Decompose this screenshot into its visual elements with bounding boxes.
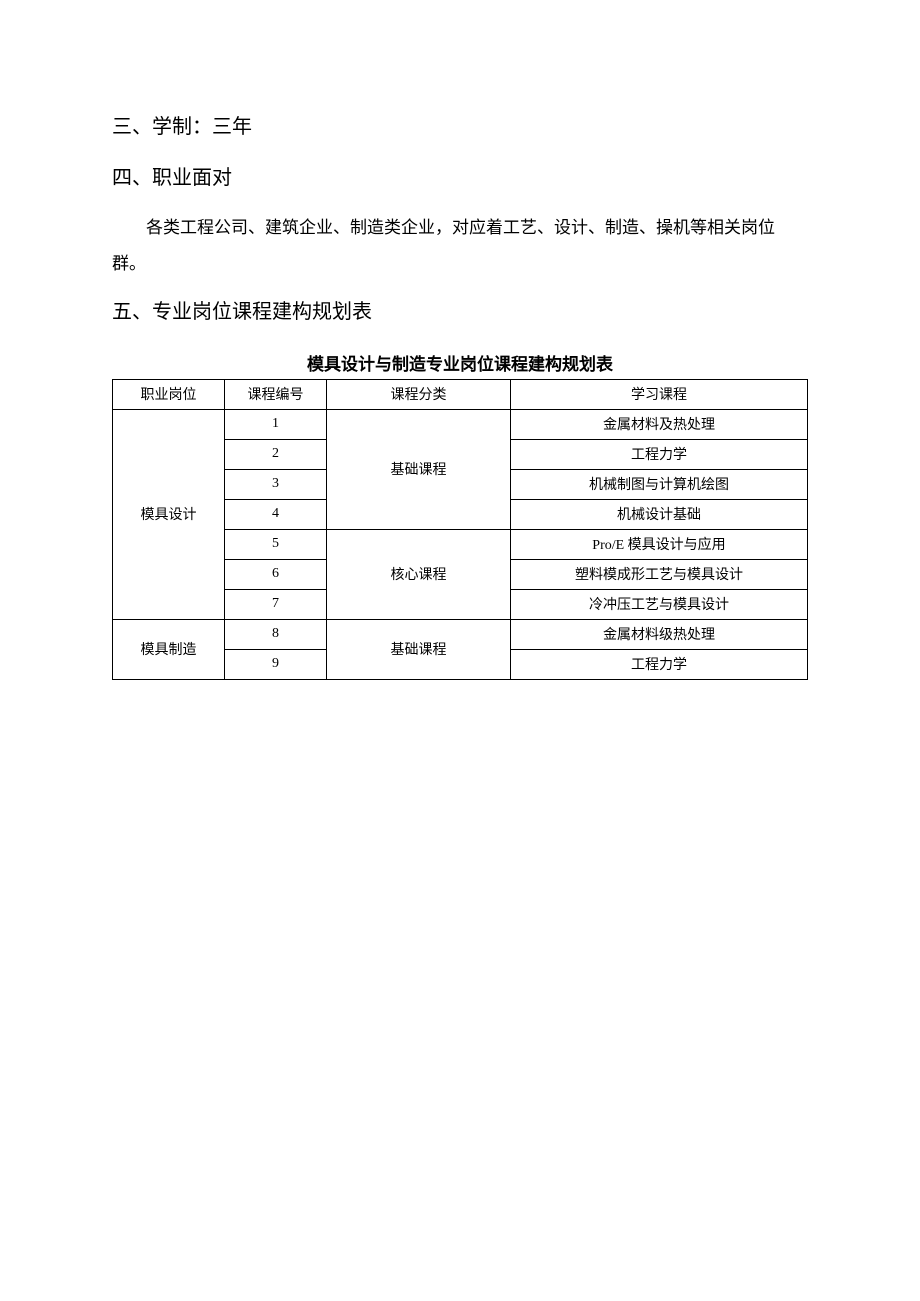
cell-num: 4: [225, 499, 327, 529]
col-header-number: 课程编号: [225, 379, 327, 409]
cell-num: 5: [225, 529, 327, 559]
cell-course: 冷冲压工艺与模具设计: [511, 589, 808, 619]
cell-num: 9: [225, 649, 327, 679]
cell-category: 基础课程: [327, 619, 511, 679]
cell-course: 机械设计基础: [511, 499, 808, 529]
section-4-body-line2: 群。: [112, 248, 808, 280]
cell-category: 核心课程: [327, 529, 511, 619]
cell-position: 模具设计: [113, 409, 225, 619]
cell-num: 8: [225, 619, 327, 649]
table-row: 模具设计 1 基础课程 金属材料及热处理: [113, 409, 808, 439]
col-header-position: 职业岗位: [113, 379, 225, 409]
table-header-row: 职业岗位 课程编号 课程分类 学习课程: [113, 379, 808, 409]
cell-position: 模具制造: [113, 619, 225, 679]
col-header-course: 学习课程: [511, 379, 808, 409]
cell-num: 3: [225, 469, 327, 499]
cell-course: 工程力学: [511, 439, 808, 469]
cell-course: 工程力学: [511, 649, 808, 679]
section-4-body-line1: 各类工程公司、建筑企业、制造类企业，对应着工艺、设计、制造、操机等相关岗位: [112, 212, 808, 244]
section-3-heading: 三、学制：三年: [112, 110, 808, 139]
table-row: 模具制造 8 基础课程 金属材料级热处理: [113, 619, 808, 649]
curriculum-table: 职业岗位 课程编号 课程分类 学习课程 模具设计 1 基础课程 金属材料及热处理…: [112, 379, 808, 680]
section-5-heading: 五、专业岗位课程建构规划表: [112, 295, 808, 324]
section-4-heading: 四、职业面对: [112, 161, 808, 190]
table-title: 模具设计与制造专业岗位课程建构规划表: [112, 350, 808, 375]
cell-course: Pro/E 模具设计与应用: [511, 529, 808, 559]
col-header-category: 课程分类: [327, 379, 511, 409]
cell-num: 2: [225, 439, 327, 469]
cell-course: 机械制图与计算机绘图: [511, 469, 808, 499]
cell-num: 7: [225, 589, 327, 619]
cell-category: 基础课程: [327, 409, 511, 529]
cell-course: 塑料模成形工艺与模具设计: [511, 559, 808, 589]
cell-course: 金属材料级热处理: [511, 619, 808, 649]
cell-num: 1: [225, 409, 327, 439]
cell-course: 金属材料及热处理: [511, 409, 808, 439]
cell-num: 6: [225, 559, 327, 589]
